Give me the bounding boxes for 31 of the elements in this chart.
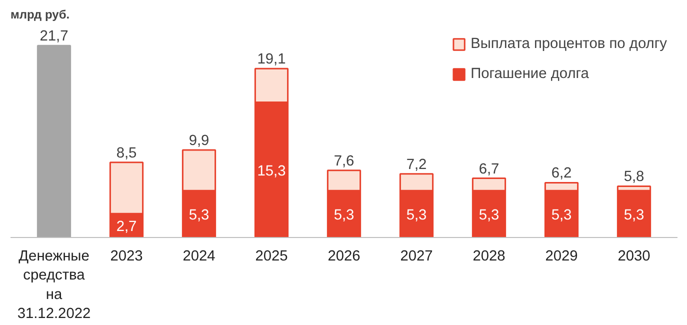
- y-axis-title: млрд руб.: [10, 8, 70, 22]
- x-tick-label: 2030: [618, 248, 650, 264]
- data-label: 5,3: [188, 208, 210, 224]
- x-tick-label: 2025: [255, 248, 288, 264]
- total-label: 5,8: [624, 169, 644, 186]
- x-tick-label: 2023: [110, 248, 143, 264]
- x-tick-label: 2024: [182, 248, 216, 264]
- data-label: 5,3: [406, 208, 427, 224]
- data-label: 2,7: [116, 219, 137, 236]
- data-label: 5,3: [551, 208, 572, 224]
- x-tick-label: 2028: [472, 248, 506, 264]
- total-label: 8,5: [116, 145, 137, 162]
- x-tick-label: 2026: [328, 248, 360, 264]
- data-label: 5,3: [334, 208, 354, 224]
- data-label: 5,3: [624, 208, 644, 224]
- total-label: 19,1: [257, 52, 286, 68]
- bar: [616, 190, 652, 238]
- x-tick-label: 2027: [400, 248, 433, 264]
- total-label: 7,6: [334, 153, 354, 170]
- x-tick-label: 2029: [545, 248, 578, 264]
- x-tick-label: Денежные средства на 31.12.2022: [17, 248, 91, 322]
- bar: [36, 44, 72, 238]
- total-label: 6,2: [551, 166, 572, 182]
- total-label: 9,9: [188, 132, 210, 149]
- total-label: 6,7: [478, 161, 500, 178]
- total-label: 7,2: [406, 156, 427, 173]
- total-label: 21,7: [40, 28, 68, 45]
- legend-label: Погашение долга: [470, 66, 589, 82]
- legend-label: Выплата процентов по долгу: [470, 36, 667, 52]
- data-label: 5,3: [478, 208, 500, 224]
- data-label: 15,3: [257, 163, 286, 180]
